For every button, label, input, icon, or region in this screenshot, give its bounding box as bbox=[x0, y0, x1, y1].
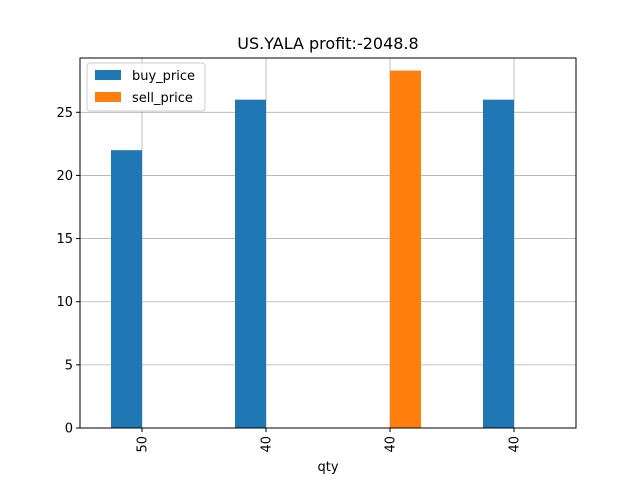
legend-swatch-buy_price bbox=[95, 70, 121, 80]
y-tick-label: 10 bbox=[56, 295, 73, 310]
legend-label-buy_price: buy_price bbox=[132, 69, 195, 84]
legend-swatch-sell_price bbox=[95, 92, 121, 102]
y-tick-label: 25 bbox=[56, 106, 73, 121]
x-tick-label: 50 bbox=[136, 436, 151, 453]
y-tick-label: 15 bbox=[56, 232, 73, 247]
bar-sell_price-2 bbox=[390, 70, 421, 428]
plot-frame bbox=[79, 57, 577, 429]
y-tick-label: 0 bbox=[65, 422, 73, 437]
bars bbox=[111, 70, 514, 428]
y-tick-label: 5 bbox=[65, 358, 73, 373]
y-axis-ticks: 0 5 10 15 20 25 bbox=[56, 106, 80, 437]
bar-buy_price-0 bbox=[111, 150, 142, 428]
y-tick-label: 20 bbox=[56, 169, 73, 184]
x-tick-label: 40 bbox=[260, 436, 275, 453]
x-axis-ticks: 50 40 40 40 bbox=[136, 428, 523, 453]
x-tick-label: 40 bbox=[508, 436, 523, 453]
chart-title: US.YALA profit:-2048.8 bbox=[237, 34, 418, 53]
bar-buy_price-3 bbox=[483, 99, 514, 428]
x-axis-label: qty bbox=[317, 460, 338, 475]
x-tick-label: 40 bbox=[384, 436, 399, 453]
legend: buy_price sell_price bbox=[86, 62, 206, 112]
bar-buy_price-1 bbox=[235, 99, 266, 428]
legend-label-sell_price: sell_price bbox=[132, 91, 193, 106]
